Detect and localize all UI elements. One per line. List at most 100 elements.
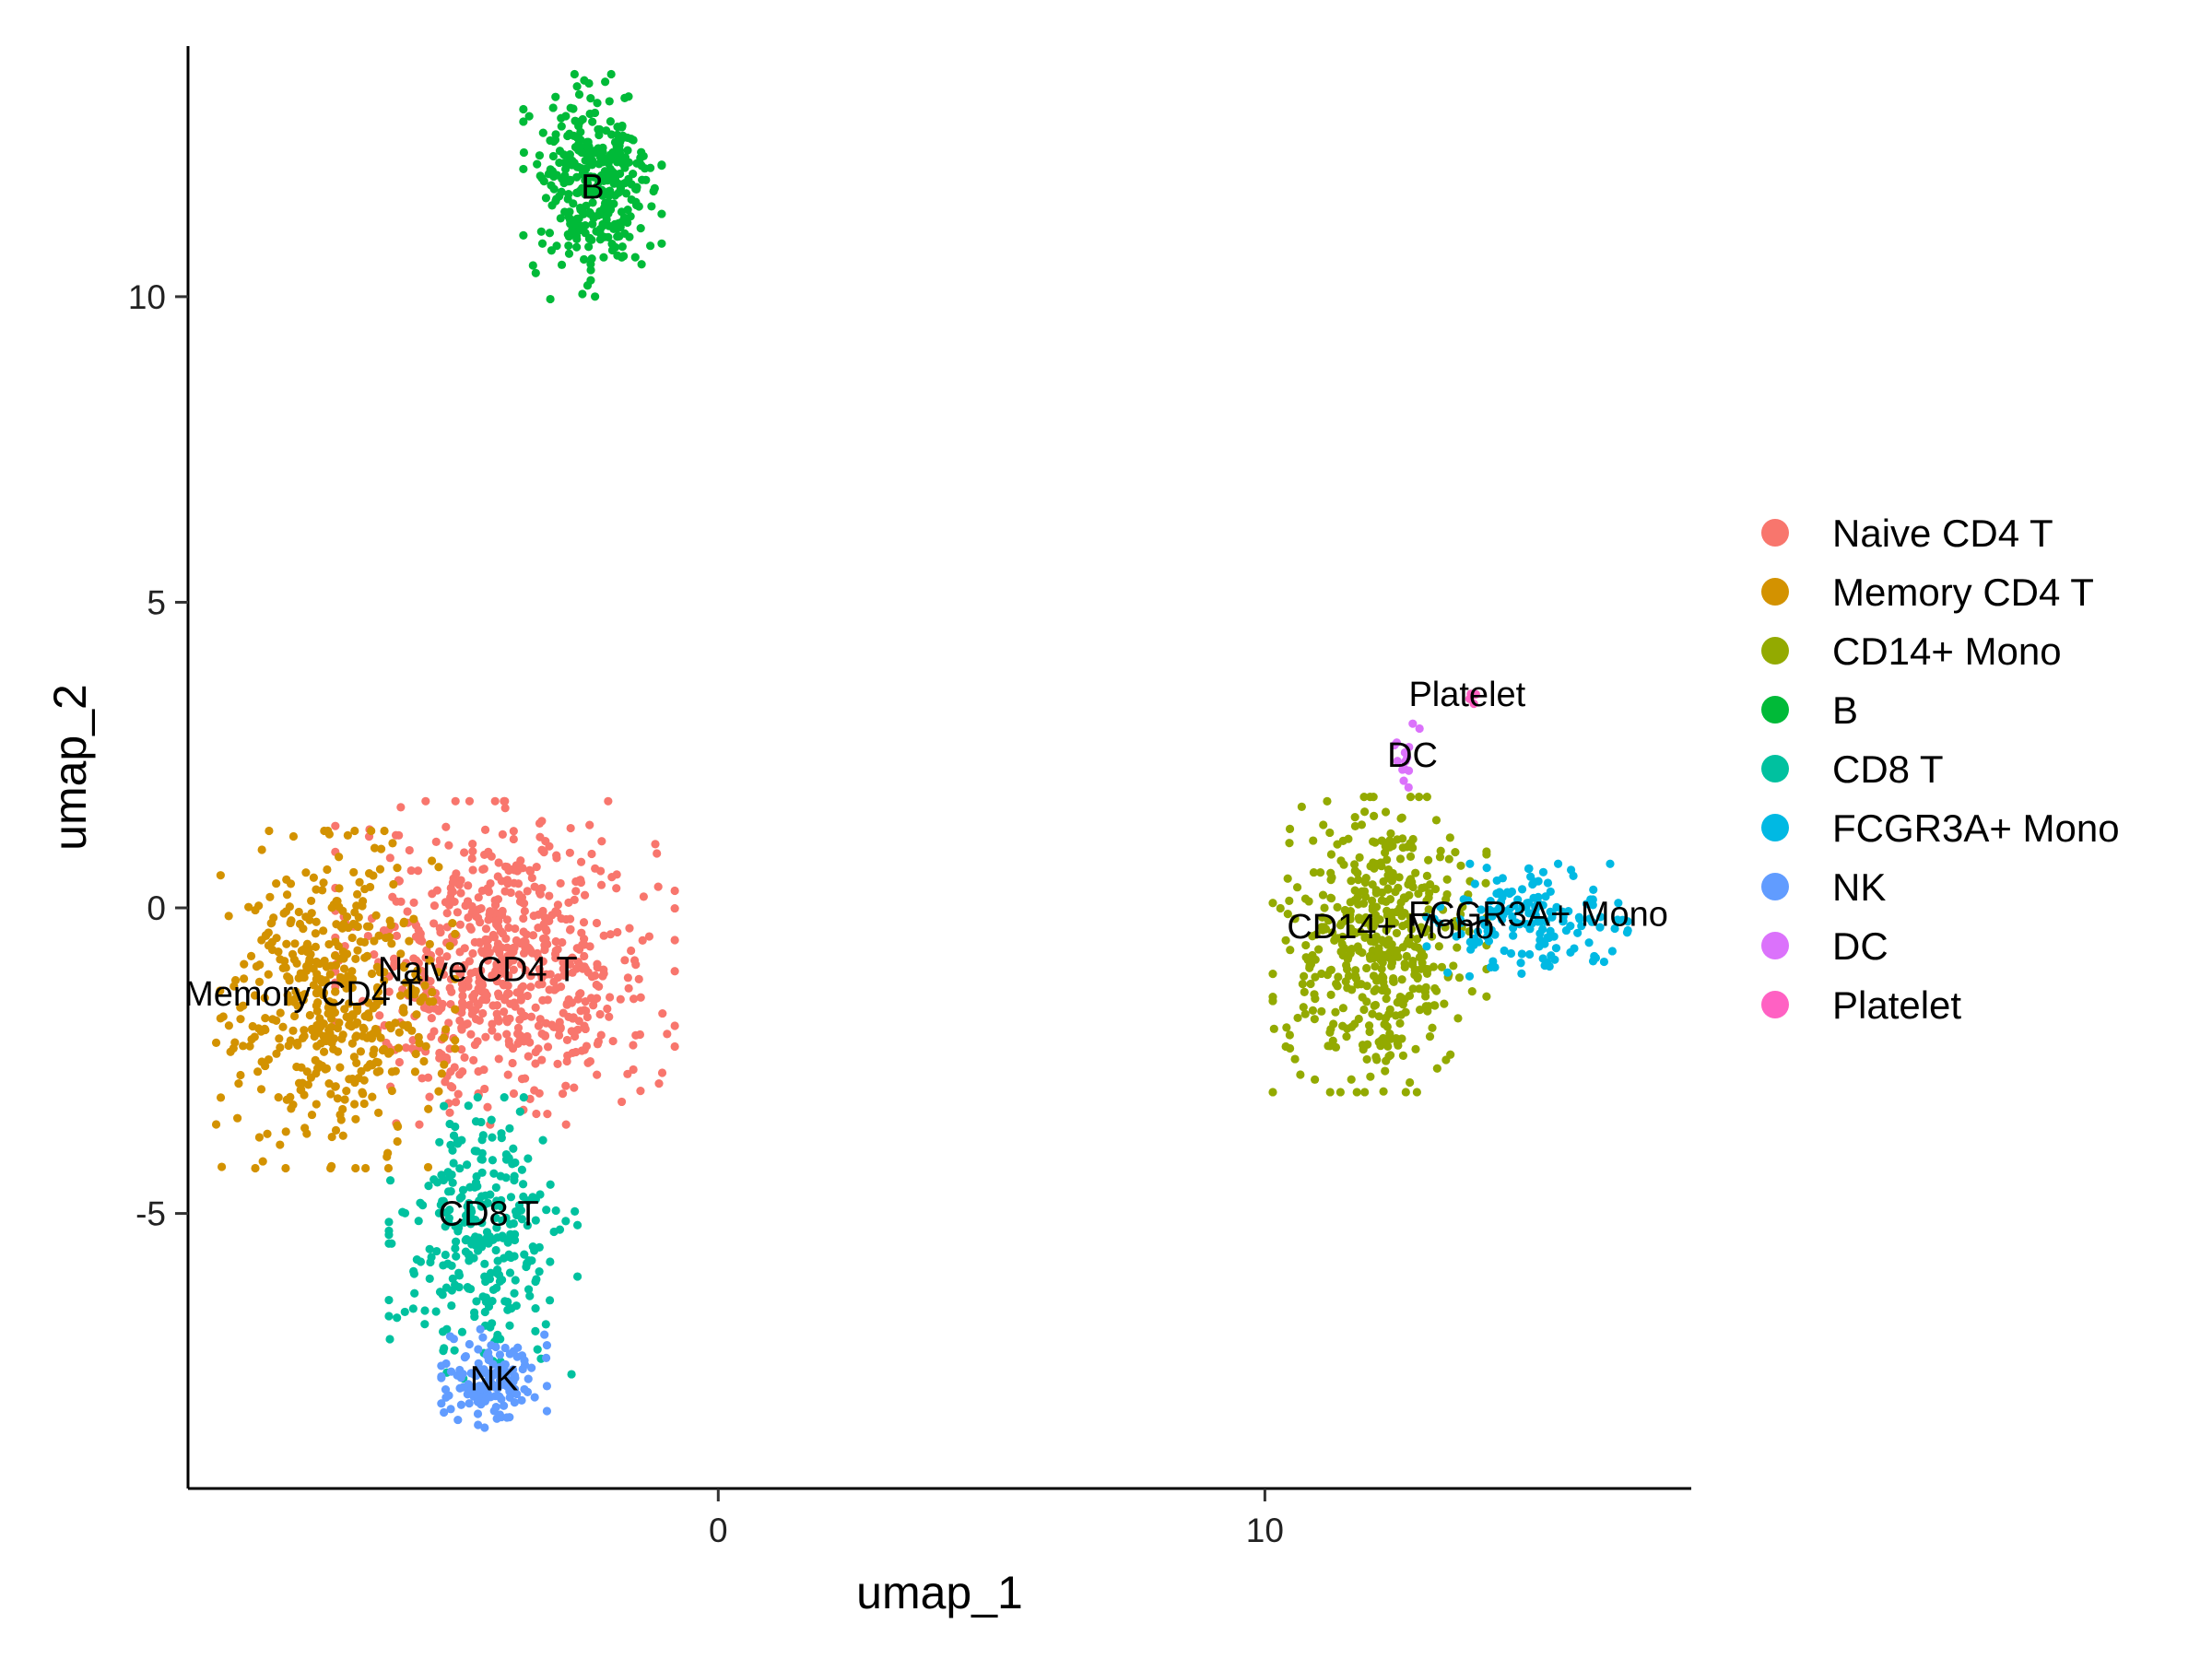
data-point	[500, 1343, 510, 1353]
data-point	[592, 189, 601, 199]
series-points	[437, 1324, 552, 1432]
data-point	[240, 974, 249, 983]
data-point	[483, 1198, 492, 1207]
data-point	[458, 1067, 467, 1077]
data-point	[1441, 895, 1451, 904]
legend-key	[1761, 991, 1789, 1018]
data-point	[559, 158, 570, 168]
data-point	[211, 1120, 221, 1129]
data-point	[1298, 980, 1307, 989]
data-point	[1374, 1012, 1383, 1021]
data-point	[588, 219, 597, 229]
data-point	[339, 954, 348, 963]
data-point	[486, 1268, 496, 1277]
data-point	[583, 137, 593, 147]
data-point	[1296, 1070, 1305, 1079]
data-point	[472, 1297, 481, 1306]
data-point	[1449, 961, 1458, 971]
data-point	[483, 1102, 492, 1112]
data-point	[605, 97, 614, 106]
data-point	[465, 796, 475, 806]
data-point	[508, 1043, 518, 1053]
data-point	[350, 826, 359, 836]
data-point	[1366, 862, 1375, 871]
data-point	[518, 1364, 527, 1374]
data-point	[1361, 873, 1371, 883]
data-point	[367, 826, 376, 836]
data-point	[477, 1148, 487, 1159]
data-point	[564, 898, 573, 907]
data-point	[1465, 937, 1475, 947]
data-point	[468, 840, 477, 849]
data-point	[582, 189, 591, 198]
data-point	[452, 1252, 461, 1261]
data-point	[217, 1162, 227, 1171]
data-point	[239, 1001, 248, 1010]
data-point	[347, 1010, 357, 1019]
data-point	[399, 963, 409, 972]
data-point	[492, 945, 501, 954]
data-point	[1589, 885, 1598, 894]
data-point	[570, 1083, 579, 1092]
data-point	[292, 1062, 301, 1072]
data-point	[480, 1259, 489, 1268]
data-point	[457, 1007, 466, 1018]
data-point	[445, 1119, 454, 1129]
data-point	[411, 1049, 420, 1059]
cluster-label: FCGR3A+ Mono	[1408, 896, 1668, 935]
data-point	[487, 1115, 496, 1124]
data-point	[331, 821, 340, 830]
data-point	[574, 162, 583, 171]
data-point	[565, 129, 574, 138]
data-point	[1424, 905, 1433, 914]
data-point	[502, 1413, 512, 1422]
data-point	[285, 976, 294, 985]
data-point	[601, 77, 610, 87]
data-point	[508, 1159, 517, 1169]
data-point	[1320, 903, 1329, 912]
data-point	[421, 1041, 430, 1051]
data-point	[444, 1218, 453, 1228]
data-point	[437, 1069, 446, 1078]
data-point	[629, 1065, 638, 1075]
data-point	[1350, 860, 1359, 869]
data-point	[473, 1092, 482, 1102]
data-point	[1268, 899, 1277, 908]
data-point	[405, 845, 414, 855]
data-point	[512, 1352, 522, 1361]
data-point	[528, 931, 538, 940]
data-point	[581, 156, 590, 165]
data-point	[1422, 871, 1431, 881]
data-point	[517, 1165, 526, 1174]
data-point	[427, 1032, 436, 1041]
legend-label: CD14+ Mono	[1832, 629, 2062, 673]
legend-key	[1761, 578, 1789, 606]
data-point	[501, 934, 511, 943]
data-point	[265, 892, 275, 901]
data-point	[293, 1001, 302, 1010]
data-point	[338, 1104, 347, 1114]
data-point	[616, 994, 625, 1004]
data-point	[1360, 807, 1370, 817]
data-point	[305, 915, 314, 924]
data-point	[1283, 910, 1292, 919]
data-point	[441, 898, 451, 907]
data-point	[493, 1265, 502, 1275]
data-point	[466, 1030, 476, 1039]
data-point	[453, 908, 463, 917]
legend-label: Naive CD4 T	[1832, 512, 2053, 555]
data-point	[1326, 894, 1336, 903]
data-point	[1268, 993, 1277, 1002]
data-point	[1371, 838, 1380, 847]
data-point	[547, 167, 558, 176]
data-point	[1481, 878, 1490, 888]
data-point	[623, 146, 632, 155]
data-point	[1354, 1014, 1363, 1024]
data-point	[545, 1296, 555, 1305]
data-point	[298, 1078, 307, 1088]
data-point	[527, 1363, 536, 1372]
data-point	[1509, 931, 1518, 940]
data-point	[498, 1216, 507, 1225]
data-point	[1344, 971, 1354, 981]
data-point	[541, 194, 551, 203]
